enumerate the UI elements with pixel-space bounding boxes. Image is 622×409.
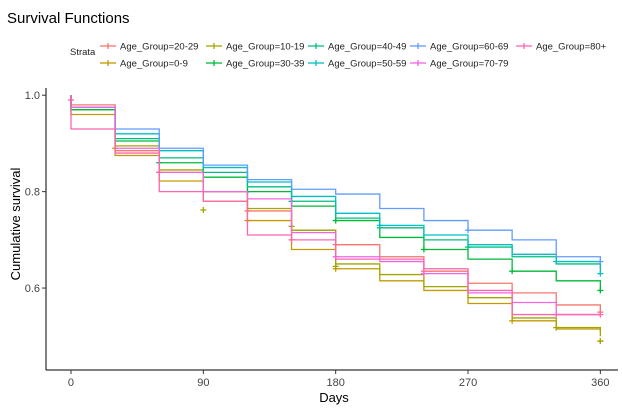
y-tick-label: 0.6: [25, 283, 40, 295]
legend-item: Age_Group=50-59: [308, 59, 406, 70]
chart-title: Survival Functions: [7, 10, 130, 27]
x-tick-label: 90: [197, 377, 209, 389]
legend-label: Age_Group=10-19: [226, 42, 304, 53]
legend-label: Age_Group=60-69: [430, 42, 508, 53]
x-axis-title: Days: [319, 390, 349, 405]
legend-label: Age_Group=20-29: [120, 42, 198, 53]
legend-label: Age_Group=40-49: [328, 42, 406, 53]
series-line: [70, 95, 602, 262]
legend-item: Age_Group=60-69: [410, 42, 508, 53]
legend-label: Age_Group=80+: [536, 42, 607, 53]
x-tick-label: 270: [459, 377, 477, 389]
legend-label: Age_Group=0-9: [120, 59, 188, 70]
legend-item: Age_Group=30-39: [206, 59, 304, 70]
series-Age_Group=60-69: [70, 95, 604, 265]
legend-title: Strata: [70, 47, 96, 58]
y-axis-title: Cumulative survival: [8, 168, 23, 281]
axes: 0 90 180 270 360 0.6 0.8 1.0: [25, 88, 618, 389]
series-Age_Group=0-9: [70, 95, 604, 345]
series-Age_Group=50-59: [70, 95, 604, 277]
x-tick-label: 0: [68, 377, 74, 389]
legend-label: Age_Group=30-39: [226, 59, 304, 70]
legend-item: Age_Group=70-79: [410, 59, 508, 70]
legend: Age_Group=20-29 Age_Group=0-9 Age_Group=10…: [100, 42, 607, 70]
legend-item: Age_Group=0-9: [100, 59, 188, 70]
series-Age_Group=80+: [67, 95, 604, 318]
x-tick-label: 180: [326, 377, 344, 389]
series-Age_Group=10-19: [70, 95, 604, 345]
legend-label: Age_Group=70-79: [430, 59, 508, 70]
legend-item: Age_Group=40-49: [308, 42, 406, 53]
y-tick-label: 1.0: [25, 90, 40, 102]
x-tick-label: 360: [591, 377, 609, 389]
legend-label: Age_Group=50-59: [328, 59, 406, 70]
legend-item: Age_Group=20-29: [100, 42, 198, 53]
plot-area: [67, 95, 604, 345]
y-tick-label: 0.8: [25, 187, 40, 199]
series-Age_Group=20-29: [70, 95, 604, 316]
legend-item: Age_Group=80+: [516, 42, 607, 53]
legend-item: Age_Group=10-19: [206, 42, 304, 53]
